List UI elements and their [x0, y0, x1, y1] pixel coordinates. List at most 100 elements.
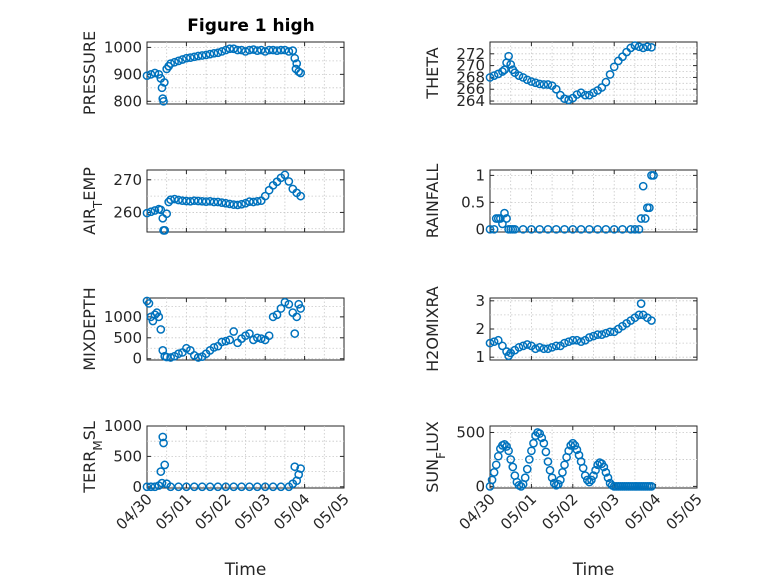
data-point	[582, 475, 592, 485]
data-point	[545, 465, 555, 475]
series-markers	[142, 296, 306, 362]
data-point	[597, 83, 607, 92]
subplot-5: 0 500 1000 MIXDEPTH	[80, 287, 345, 371]
y-tick-label: 2	[475, 320, 485, 338]
data-point	[264, 331, 274, 341]
data-point	[522, 464, 532, 474]
data-point	[225, 199, 235, 209]
data-point	[601, 77, 611, 87]
data-point	[498, 341, 507, 351]
data-point	[551, 84, 561, 94]
data-point	[150, 206, 160, 215]
data-point	[634, 42, 644, 52]
series-markers	[485, 41, 656, 105]
data-point	[205, 49, 215, 59]
data-point	[504, 51, 513, 61]
data-point	[578, 463, 588, 473]
data-point	[572, 90, 582, 99]
y-tick-label: 266	[456, 80, 485, 98]
data-point	[531, 344, 540, 354]
data-point	[527, 224, 536, 234]
data-point	[585, 224, 594, 234]
data-point	[539, 80, 549, 89]
subplot-1: 800 900 1000 PRESSURE	[80, 31, 345, 115]
subplot-6: 1 2 3 H2OMIXRA	[423, 286, 698, 372]
data-point	[535, 79, 545, 89]
data-point	[500, 208, 509, 218]
data-point	[605, 70, 615, 79]
data-point	[560, 460, 569, 470]
data-point	[642, 42, 652, 52]
data-point	[636, 299, 646, 308]
data-point	[280, 170, 290, 180]
data-point	[150, 482, 160, 492]
x-tick-label: 05/01	[497, 490, 540, 533]
y-tick-label: 0	[132, 350, 142, 368]
data-point	[221, 198, 231, 208]
data-point	[260, 47, 270, 56]
data-point	[233, 45, 242, 55]
data-point	[576, 224, 586, 234]
data-point	[560, 224, 569, 234]
data-point	[485, 224, 495, 234]
data-point	[284, 299, 294, 309]
data-point	[647, 482, 656, 491]
data-point	[158, 432, 168, 442]
data-point	[580, 90, 590, 100]
data-point	[241, 47, 250, 56]
x-tick-label: 04/30	[456, 490, 499, 533]
data-point	[249, 197, 258, 207]
y-axis-label: MIXDEPTH	[80, 287, 99, 370]
data-point	[496, 214, 505, 223]
data-point	[647, 316, 656, 325]
data-point	[158, 346, 168, 355]
y-tick-label: 270	[113, 171, 142, 189]
x-tick-label: 05/02	[538, 490, 581, 533]
y-tick-label: 0	[475, 477, 485, 495]
x-tick-label: 05/02	[191, 490, 234, 533]
grid-lines	[490, 170, 697, 232]
data-point	[630, 41, 640, 50]
axes-box	[146, 425, 345, 489]
data-point	[543, 224, 553, 234]
data-point	[572, 445, 582, 455]
data-point	[142, 71, 152, 81]
data-point	[296, 191, 306, 201]
data-point	[296, 304, 306, 313]
data-point	[502, 347, 511, 356]
grid-lines	[490, 426, 697, 488]
data-point	[591, 465, 600, 475]
y-axis-label: AIRTEMP	[80, 167, 105, 235]
y-tick-label: 800	[113, 92, 142, 110]
data-point	[294, 299, 304, 309]
data-point	[589, 331, 598, 341]
data-point	[209, 343, 219, 352]
data-point	[284, 47, 294, 56]
data-point	[290, 329, 300, 338]
data-point	[221, 45, 231, 55]
data-point	[157, 83, 167, 93]
data-point	[157, 478, 167, 488]
data-point	[154, 312, 164, 322]
data-point	[543, 80, 553, 89]
data-point	[292, 59, 302, 68]
data-point	[535, 342, 545, 352]
x-tick-label: 04/30	[113, 490, 156, 533]
data-point	[564, 446, 574, 456]
data-point	[489, 468, 499, 477]
data-point	[241, 198, 250, 208]
data-point	[498, 67, 507, 76]
data-point	[284, 177, 294, 186]
data-point	[290, 462, 300, 472]
data-point	[166, 353, 175, 362]
data-point	[252, 196, 262, 206]
data-point	[535, 429, 545, 438]
data-point	[585, 333, 594, 342]
subplot-4: 0 0.5 1 RAINFALL	[423, 164, 698, 238]
x-tick-label: 05/03	[580, 490, 623, 533]
data-point	[593, 330, 602, 339]
data-point	[485, 73, 495, 82]
series-markers	[485, 171, 658, 234]
data-point	[296, 464, 306, 473]
